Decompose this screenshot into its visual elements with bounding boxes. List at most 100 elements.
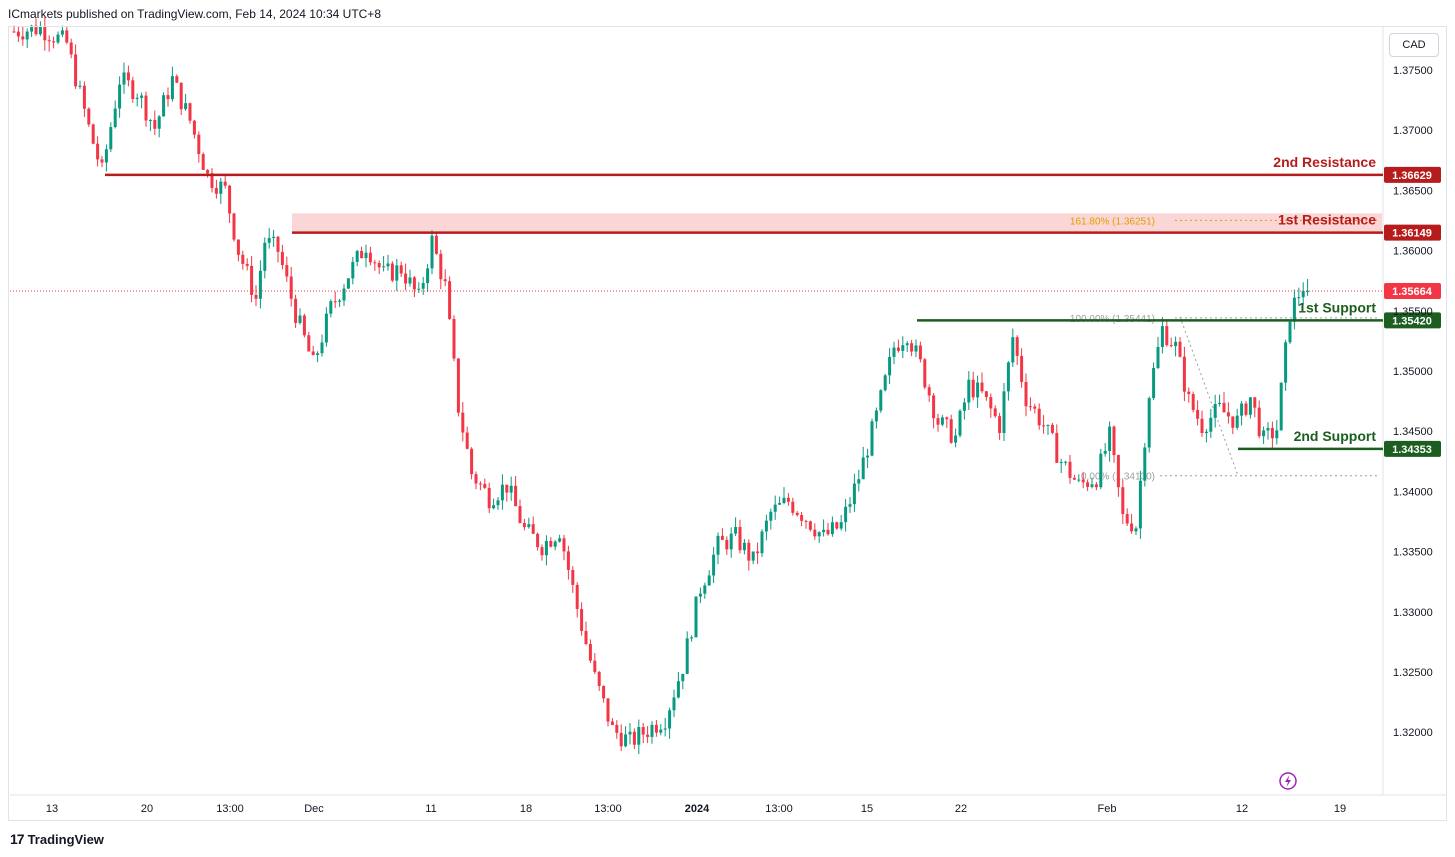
candle-body <box>980 382 984 392</box>
candle-body <box>408 277 412 284</box>
candle-body <box>201 154 205 170</box>
candle-body <box>694 596 698 638</box>
price-tick-label: 1.34500 <box>1393 426 1433 438</box>
candle-body <box>1178 341 1182 357</box>
candle-body <box>549 540 553 547</box>
candle-body <box>25 31 29 40</box>
candle-body <box>329 301 333 314</box>
candle-body <box>800 515 804 521</box>
candle-body <box>536 533 540 548</box>
price-tick-label: 1.37500 <box>1393 65 1433 77</box>
candle-body <box>888 356 892 376</box>
candle-body <box>830 522 834 535</box>
candle-body <box>104 149 108 163</box>
chart-extras <box>1279 772 1297 790</box>
lightning-icon[interactable] <box>1279 772 1297 790</box>
time-tick-label: 13:00 <box>594 803 622 815</box>
candle-body <box>320 342 324 354</box>
candle-body <box>1094 484 1098 488</box>
candle-body <box>566 551 570 570</box>
candle-body <box>69 42 73 55</box>
candle-body <box>1130 523 1134 532</box>
candle-body <box>333 301 337 303</box>
candle-body <box>1279 382 1283 431</box>
candle-body <box>1248 397 1252 415</box>
candle-body <box>795 512 799 516</box>
candle-body <box>993 408 997 417</box>
candle-body <box>188 103 192 121</box>
candle-body <box>531 524 535 534</box>
candle-body <box>1200 418 1204 433</box>
candle-body <box>461 412 465 433</box>
candle-body <box>395 265 399 281</box>
candle-body <box>1081 479 1085 483</box>
time-tick-label: Dec <box>304 803 324 815</box>
candle-body <box>1306 291 1310 293</box>
lightning-icon-ring <box>1279 772 1297 790</box>
last-price-text: 1.35664 <box>1392 286 1433 298</box>
candle-body <box>1143 447 1147 481</box>
candle-body <box>100 159 104 163</box>
candle-body <box>478 483 482 485</box>
price-tick-label: 1.37000 <box>1393 125 1433 137</box>
candle-body <box>804 520 808 522</box>
candle-body <box>756 551 760 554</box>
candle-body <box>751 551 755 561</box>
candle-body <box>1262 430 1266 437</box>
candle-body <box>1165 326 1169 346</box>
candle-body <box>74 54 78 87</box>
candle-body <box>113 108 117 128</box>
candle-body <box>175 76 179 83</box>
candle-body <box>1099 453 1103 488</box>
candle-body <box>615 724 619 733</box>
time-tick-label: 20 <box>141 803 153 815</box>
candle-body <box>870 421 874 456</box>
candle-body <box>505 484 509 493</box>
currency-button[interactable]: CAD <box>1389 33 1439 57</box>
resistance-zone <box>292 213 1382 233</box>
fib-connector-line <box>1179 316 1239 476</box>
candle-body <box>131 80 135 99</box>
price-tick-label: 1.36500 <box>1393 185 1433 197</box>
candle-body <box>1015 337 1019 356</box>
candle-body <box>954 435 958 443</box>
candle-body <box>1235 415 1239 428</box>
candle-body <box>386 263 390 267</box>
candle-body <box>813 529 817 537</box>
candle-body <box>720 535 724 540</box>
candle-body <box>527 524 531 528</box>
candle-body <box>135 97 139 99</box>
candle-body <box>522 522 526 528</box>
candle-body <box>822 529 826 533</box>
candle-body <box>874 410 878 422</box>
candle-body <box>976 382 980 398</box>
candle-body <box>338 300 342 302</box>
candle-body <box>263 242 267 271</box>
time-tick-label: 18 <box>520 803 532 815</box>
candle-body <box>681 673 685 682</box>
candle-body <box>267 237 271 243</box>
candle-body <box>1086 482 1090 487</box>
tradingview-mark-icon: 17 <box>10 831 25 847</box>
candle-body <box>78 85 82 87</box>
candle-body <box>1160 326 1164 348</box>
candle-body <box>1253 397 1257 408</box>
candle-body <box>584 630 588 644</box>
fib-level-label: 161.80% (1.36251) <box>1070 216 1155 227</box>
tradingview-logo[interactable]: 17 TradingView <box>10 831 104 847</box>
candle-body <box>580 608 584 631</box>
candle-body <box>1187 391 1191 395</box>
candle-body <box>355 250 359 262</box>
candle-body <box>30 25 34 32</box>
candle-body <box>514 485 518 507</box>
candle-body <box>1037 408 1041 426</box>
candle-body <box>351 261 355 279</box>
candle-body <box>316 353 320 356</box>
candle-body <box>1068 461 1072 478</box>
candle-body <box>12 31 16 33</box>
candle-body <box>773 504 777 512</box>
candle-body <box>56 34 60 43</box>
candle-body <box>540 547 544 556</box>
candle-body <box>628 731 632 735</box>
